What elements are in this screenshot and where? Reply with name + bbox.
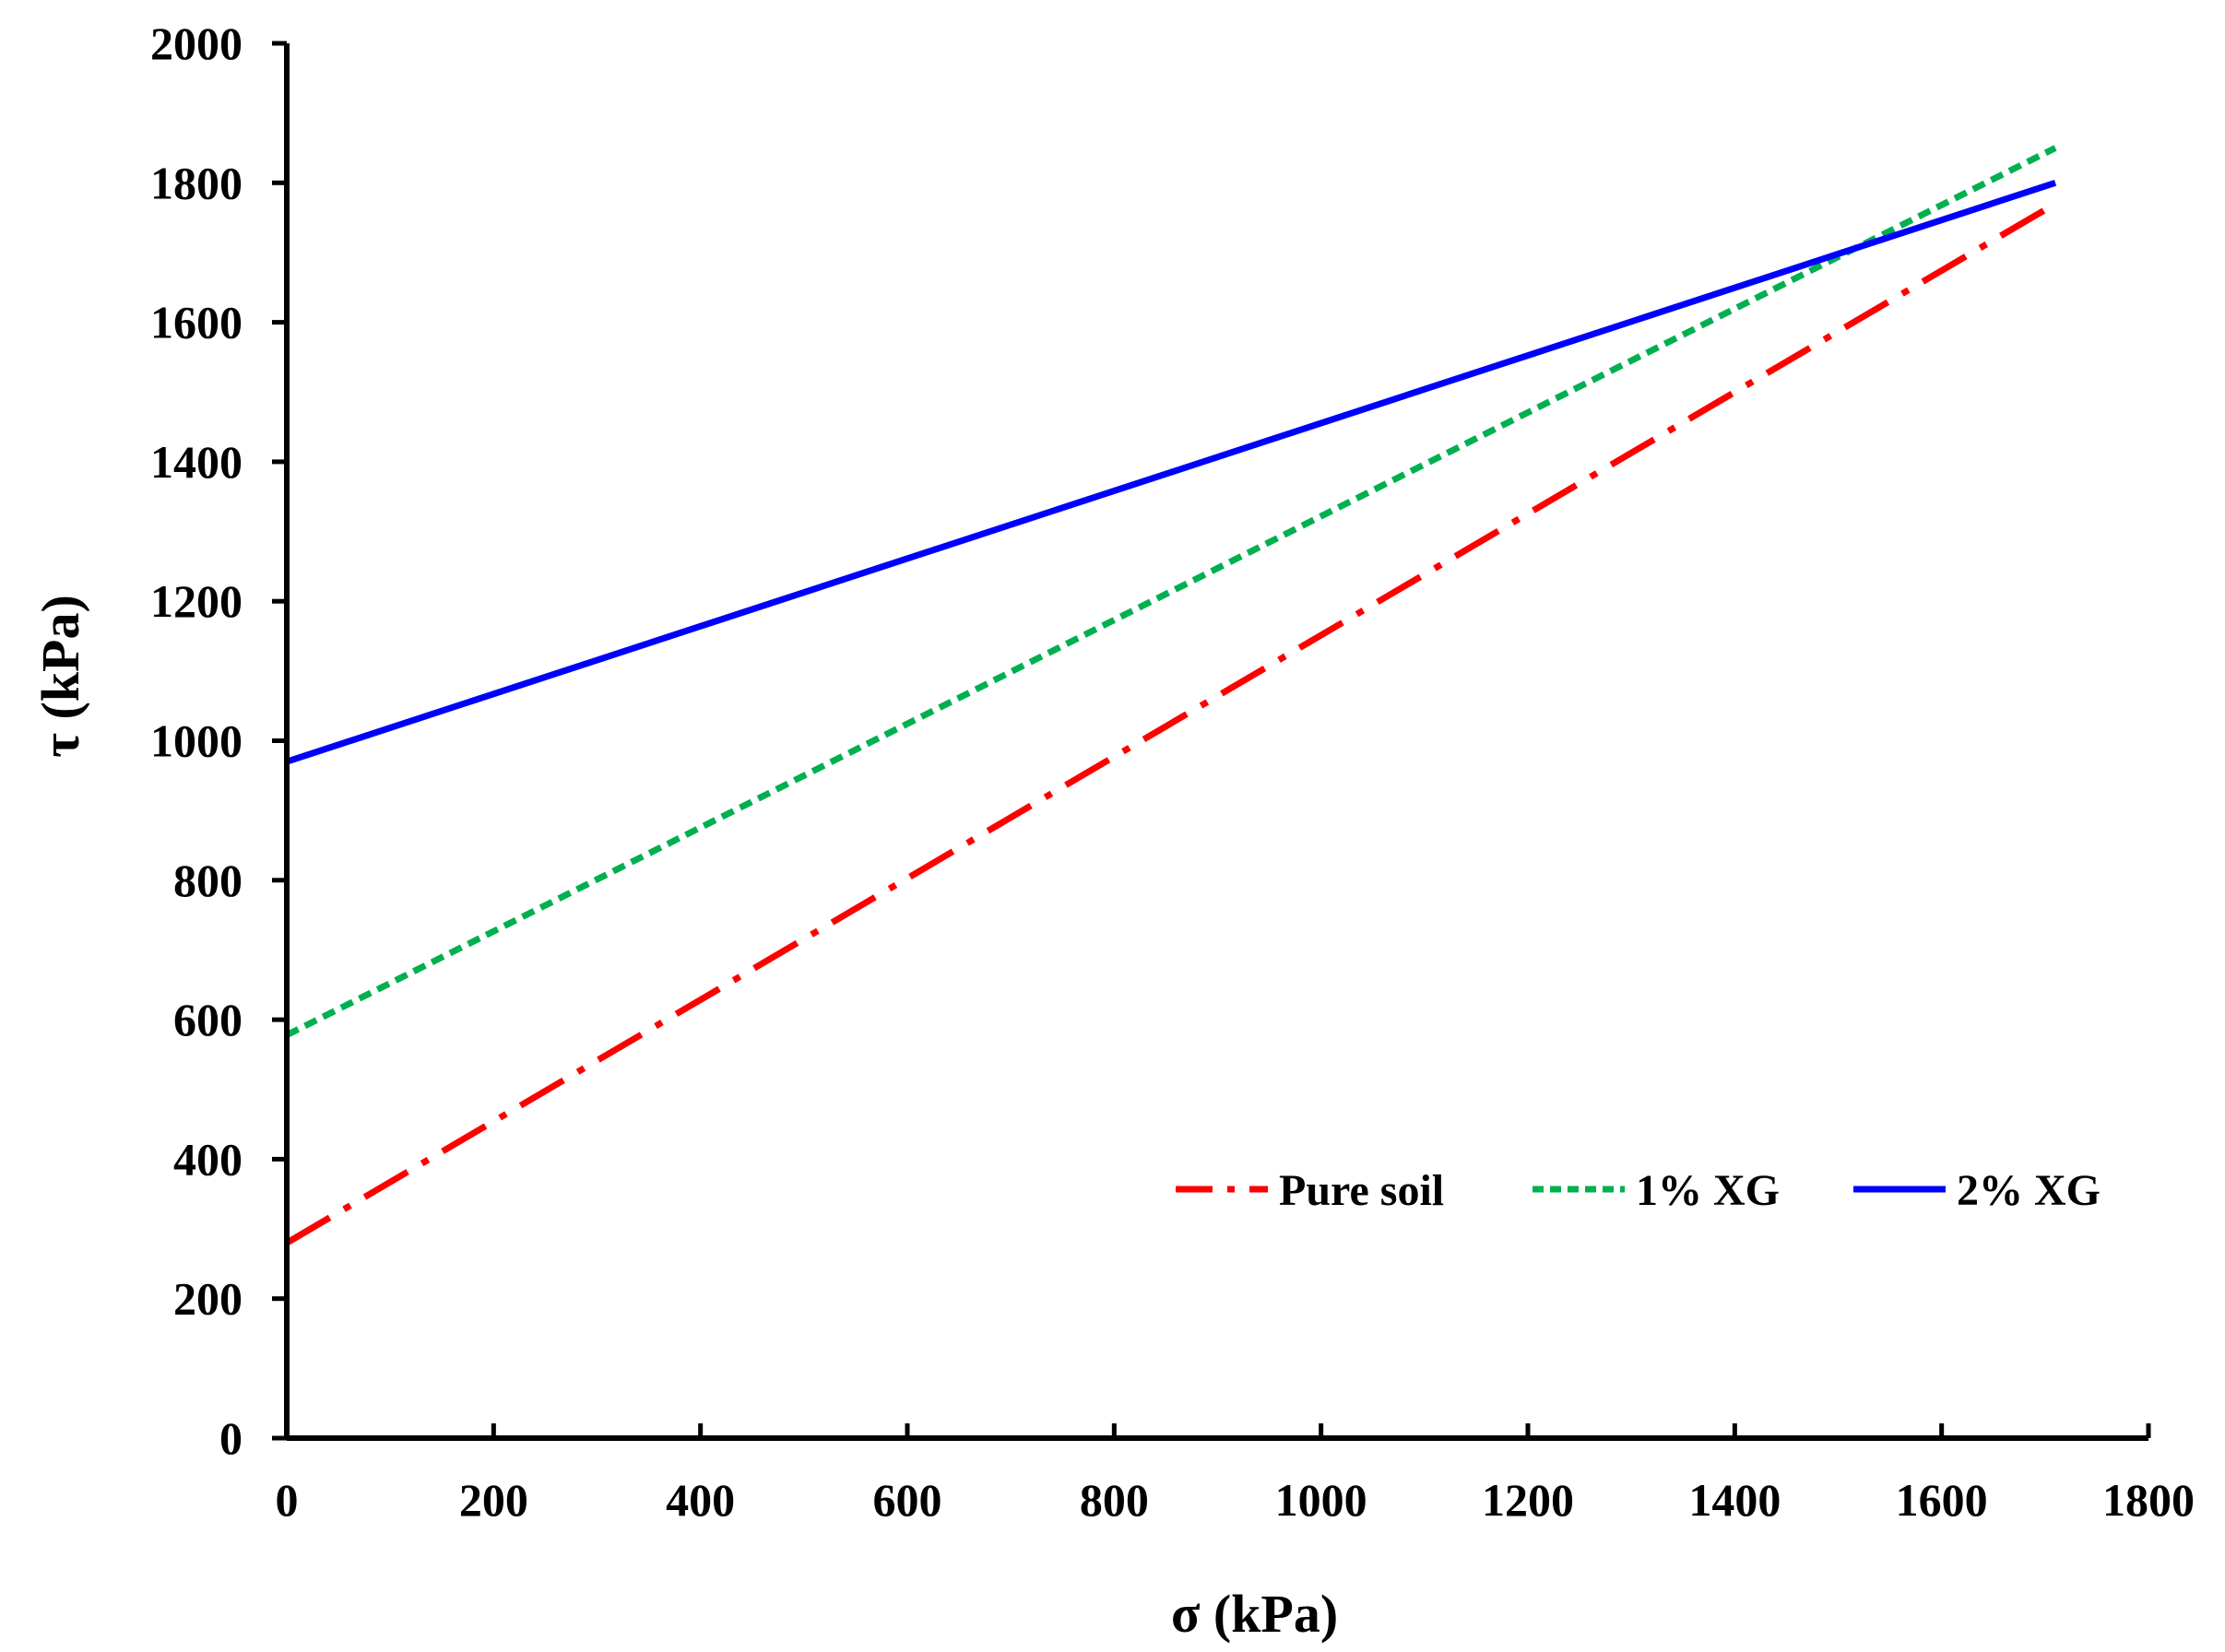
x-ticks: 0 200 400 600 800 1000 1200 1400 1600 1800: [276, 1423, 2195, 1526]
series-line-1: [285, 200, 2057, 1246]
y-tick-label: 800: [173, 855, 243, 906]
series-line-2: [285, 145, 2057, 1038]
x-tick-label: 400: [666, 1474, 735, 1526]
y-tick-label: 200: [173, 1273, 243, 1325]
x-tick-label: 800: [1080, 1474, 1149, 1526]
y-tick-label: 2000: [150, 18, 243, 69]
legend-label-3: 2% XG: [1957, 1166, 2101, 1215]
x-tick-label: 200: [459, 1474, 528, 1526]
legend-label-2: 1% XG: [1636, 1166, 1780, 1215]
x-axis-title: σ (kPa): [1171, 1584, 1338, 1644]
y-tick-label: 1400: [150, 436, 243, 488]
y-tick-label: 0: [219, 1412, 243, 1464]
y-tick-label: 400: [173, 1133, 243, 1185]
x-tick-label: 1800: [2102, 1474, 2195, 1526]
y-tick-label: 600: [173, 994, 243, 1045]
series-line-3: [285, 179, 2057, 765]
plot-lines: [285, 145, 2057, 1246]
x-tick-label: 1000: [1275, 1474, 1367, 1526]
y-ticks: 0 200 400 600 800 1000 1200 1400 1600 1800 2000: [150, 18, 287, 1464]
x-tick-label: 1600: [1896, 1474, 1988, 1526]
x-tick-label: 1400: [1688, 1474, 1781, 1526]
legend-label-1: Pure soil: [1279, 1166, 1444, 1215]
y-axis-title: τ (kPa): [30, 595, 90, 758]
y-tick-label: 1800: [150, 157, 243, 208]
y-tick-label: 1600: [150, 297, 243, 348]
y-tick-label: 1200: [150, 575, 243, 627]
legend: Pure soil 1% XG 2% XG: [1176, 1166, 2101, 1215]
axes: [284, 43, 2148, 1441]
x-tick-label: 600: [873, 1474, 942, 1526]
y-tick-label: 1000: [150, 715, 243, 767]
x-tick-label: 1200: [1482, 1474, 1574, 1526]
x-tick-label: 0: [276, 1474, 299, 1526]
